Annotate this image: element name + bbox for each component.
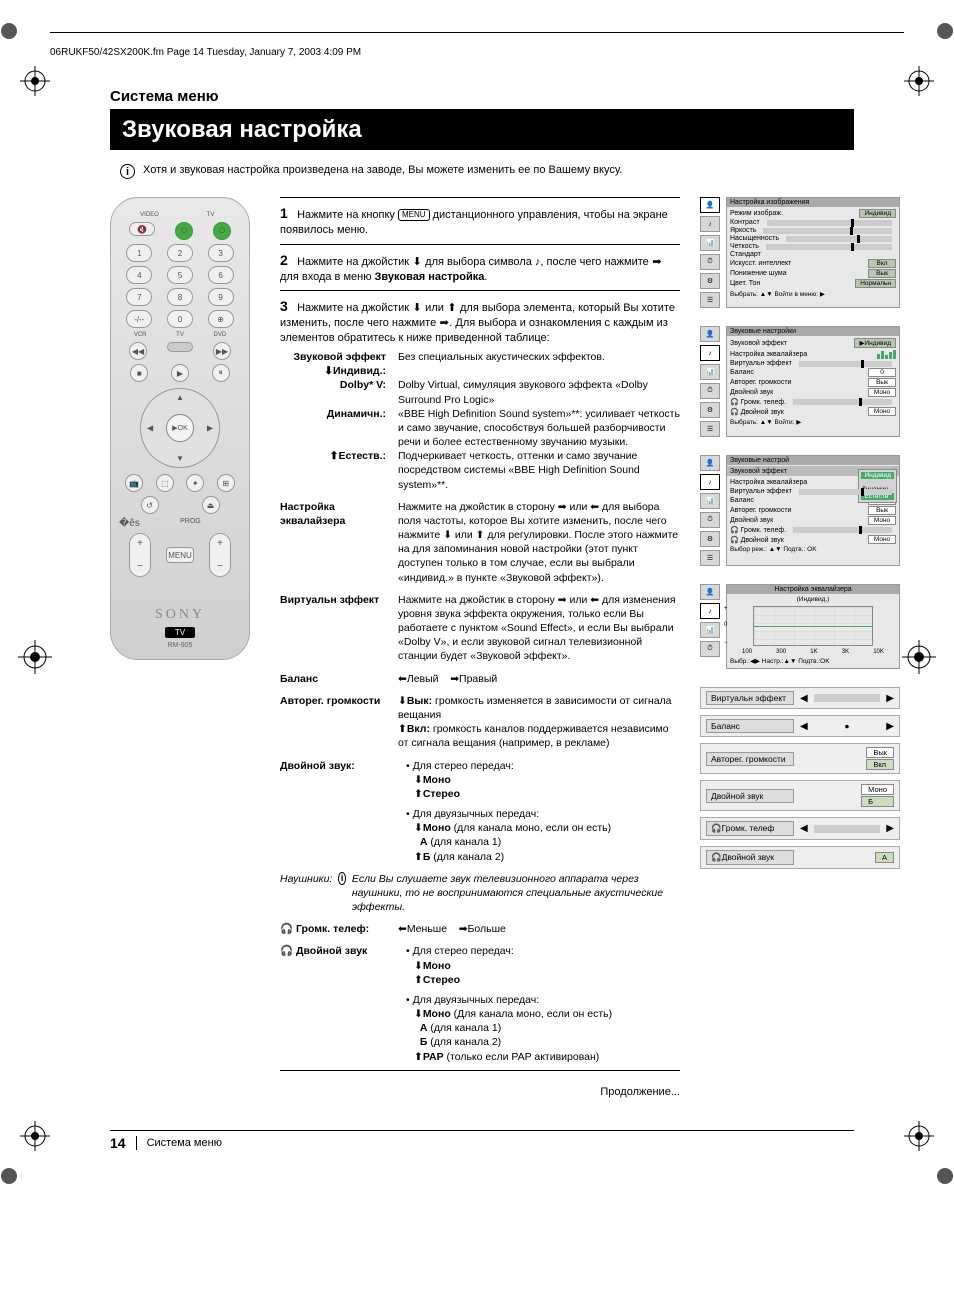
dash-button[interactable]: -/-- <box>126 310 152 328</box>
header-meta: 06RUKF50/42SX200K.fm Page 14 Tuesday, Ja… <box>50 39 904 58</box>
section-heading: Система меню <box>110 88 854 105</box>
pause-button[interactable]: ⏸ <box>212 364 230 382</box>
osd-previews: 👤♪📊⏱⚙☰ Настройка изображения Режим изобр… <box>700 197 900 875</box>
info-icon: i <box>338 872 346 885</box>
num-6[interactable]: 6 <box>208 266 234 284</box>
play-button[interactable]: ▶ <box>171 364 189 382</box>
remote-control: VIDEOTV 🔇 ⏻ ⏻ 123 456 789 -/--0⊕ VCRTVDV… <box>110 197 250 660</box>
input-button[interactable]: ⊕ <box>208 310 234 328</box>
osd-control-rows: Виртуальн эффект◀▶ Баланс◀●▶ Авторег. гр… <box>700 687 900 869</box>
menu-button[interactable]: MENU <box>166 547 194 563</box>
osd-picture-settings: 👤♪📊⏱⚙☰ Настройка изображения Режим изобр… <box>700 197 900 308</box>
osd-sound-effect-select: 👤♪📊⏱⚙☰ Звуковые настрой Индивид Динамич … <box>700 455 900 566</box>
step-1-num: 1 <box>280 204 294 223</box>
num-8[interactable]: 8 <box>167 288 193 306</box>
intro-text: Хотя и звуковая настройка произведена на… <box>143 164 622 176</box>
num-4[interactable]: 4 <box>126 266 152 284</box>
tv-badge: TV <box>165 627 195 638</box>
aux1-button[interactable]: 📺 <box>125 474 143 492</box>
joystick[interactable]: ▲ ▼ ◀ ▶ ▶OK <box>140 388 220 468</box>
page-footer: 14 Система меню <box>110 1130 854 1151</box>
num-3[interactable]: 3 <box>208 244 234 262</box>
ff-button[interactable]: ▶▶ <box>213 342 231 360</box>
video-power-button[interactable]: ⏻ <box>175 222 193 240</box>
aux5-button[interactable]: ↺ <box>141 496 159 514</box>
info-icon: i <box>120 164 135 179</box>
ok-button[interactable]: ▶OK <box>166 414 194 442</box>
num-7[interactable]: 7 <box>126 288 152 306</box>
num-0[interactable]: 0 <box>167 310 193 328</box>
osd-equalizer: 👤♪📊⏱ Настройка эквалайзера (Индивид.) + … <box>700 584 900 669</box>
num-1[interactable]: 1 <box>126 244 152 262</box>
volume-rocker[interactable]: +− <box>129 533 151 577</box>
step-3-num: 3 <box>280 297 294 316</box>
osd-sound-settings: 👤♪📊⏱⚙☰ Звуковые настройки Звуковой эффек… <box>700 326 900 437</box>
aux4-button[interactable]: ⊞ <box>217 474 235 492</box>
menu-key-icon: MENU <box>398 209 430 222</box>
tv-power-button[interactable]: ⏻ <box>213 222 231 240</box>
instruction-steps: 1 Нажмите на кнопку MENU дистанционного … <box>280 197 680 1100</box>
num-5[interactable]: 5 <box>167 266 193 284</box>
rew-button[interactable]: ◀◀ <box>129 342 147 360</box>
stop-button[interactable]: ■ <box>130 364 148 382</box>
aux2-button[interactable]: ⬚ <box>156 474 174 492</box>
model-label: RM-905 <box>119 642 241 649</box>
brand-logo: SONY <box>119 607 241 623</box>
mute-button[interactable]: 🔇 <box>129 222 155 236</box>
prog-rocker[interactable]: +− <box>209 533 231 577</box>
aux6-button[interactable]: ⏏ <box>202 496 220 514</box>
num-2[interactable]: 2 <box>167 244 193 262</box>
step-2-num: 2 <box>280 251 294 270</box>
continue-label: Продолжение... <box>280 1085 680 1100</box>
aux3-button[interactable]: ✦ <box>186 474 204 492</box>
source-slider[interactable] <box>167 342 193 352</box>
num-9[interactable]: 9 <box>208 288 234 306</box>
page-title: Звуковая настройка <box>110 110 854 150</box>
